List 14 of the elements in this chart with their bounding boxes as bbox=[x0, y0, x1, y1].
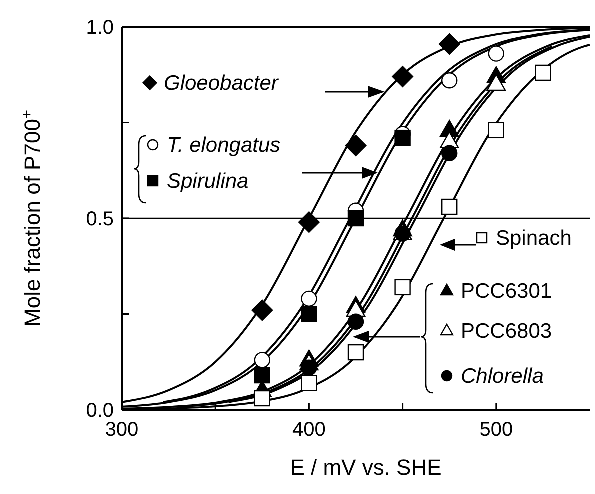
legend-label: Gloeobacter bbox=[164, 72, 280, 95]
legend-label: PCC6301 bbox=[461, 280, 552, 303]
legend-label: T. elongatus bbox=[167, 134, 282, 157]
x-axis-title: E / mV vs. SHE bbox=[290, 455, 442, 480]
y-tick-label: 0.0 bbox=[86, 400, 114, 422]
x-tick-label: 300 bbox=[105, 419, 139, 441]
legend-label: Chlorella bbox=[461, 365, 544, 388]
y-tick-label: 1.0 bbox=[86, 17, 114, 39]
x-tick-label: 400 bbox=[292, 419, 326, 441]
y-tick-label: 0.5 bbox=[86, 208, 114, 230]
legend-label: Spinach bbox=[496, 227, 572, 250]
legend-label: Spirulina bbox=[167, 170, 249, 193]
x-tick-label: 500 bbox=[480, 419, 514, 441]
legend-label: PCC6803 bbox=[461, 320, 552, 343]
